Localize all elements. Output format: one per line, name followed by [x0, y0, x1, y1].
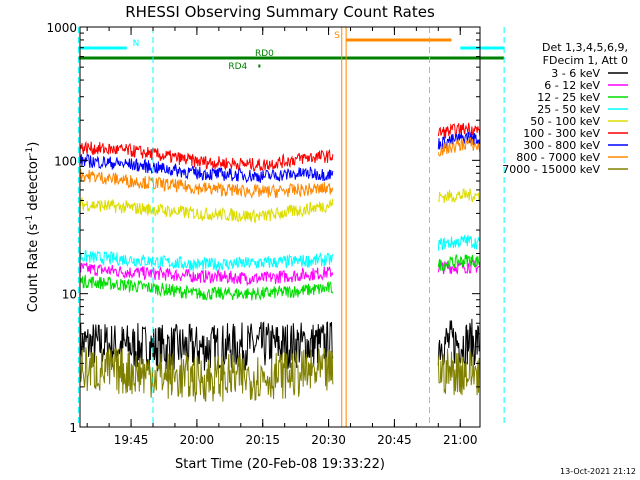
- x-tick-label-3: 20:30: [311, 433, 346, 447]
- x-tick-label-2: 20:15: [245, 433, 280, 447]
- series-line-7-1: [437, 137, 481, 157]
- series-line-8-1: [437, 348, 481, 396]
- series-line-6-0: [79, 153, 334, 184]
- x-tick-label-1: 20:00: [180, 433, 215, 447]
- y-tick-label-1: 10: [62, 288, 77, 302]
- legend-label-7: 800 - 7000 keV: [516, 151, 600, 164]
- x-tick-label-5: 21:00: [443, 433, 478, 447]
- legend-header-0: Det 1,3,4,5,6,9,: [542, 41, 628, 54]
- series-line-5-0: [79, 141, 334, 172]
- series-line-8-0: [79, 347, 334, 402]
- flag-label-1: S: [334, 31, 340, 41]
- flag-label-3: RD4: [228, 62, 247, 72]
- legend-label-3: 25 - 50 keV: [537, 103, 600, 116]
- series-line-7-0: [79, 168, 334, 200]
- series-line-1-0: [79, 262, 334, 287]
- legend-label-6: 300 - 800 keV: [523, 139, 600, 152]
- series-line-6-1: [437, 131, 481, 150]
- y-axis-ticks: 1 10 100 1000: [46, 21, 480, 435]
- legend: Det 1,3,4,5,6,9,FDecim 1, Att 03 - 6 keV…: [502, 41, 628, 176]
- series-line-0-1: [437, 318, 481, 367]
- series-line-2-0: [79, 274, 334, 301]
- series-line-3-0: [79, 249, 334, 272]
- time-markers: [77, 27, 505, 427]
- plot-frame: [79, 26, 481, 428]
- timestamp: 13-Oct-2021 21:12: [560, 467, 636, 476]
- flag-label-0: N: [133, 39, 140, 49]
- series-line-2-1: [437, 254, 481, 271]
- y-tick-label-3: 1000: [46, 21, 77, 35]
- y-axis-label: Count Rate (s-1 detector-1): [25, 142, 41, 313]
- series-line-4-0: [79, 196, 334, 224]
- series-line-4-1: [437, 188, 481, 203]
- legend-label-2: 12 - 25 keV: [537, 91, 600, 104]
- legend-label-5: 100 - 300 keV: [523, 127, 600, 140]
- observing-flags: N S RD0 RD4: [78, 31, 505, 72]
- x-tick-label-0: 19:45: [114, 433, 149, 447]
- legend-label-0: 3 - 6 keV: [551, 67, 600, 80]
- legend-label-8: 7000 - 15000 keV: [502, 163, 600, 176]
- y-tick-label-2: 100: [54, 154, 77, 168]
- series-line-3-1: [437, 234, 481, 251]
- legend-label-4: 50 - 100 keV: [530, 115, 600, 128]
- y-tick-label-0: 1: [69, 421, 77, 435]
- flag-label-2: RD0: [255, 49, 274, 59]
- legend-header-1: FDecim 1, Att 0: [543, 54, 628, 67]
- chart-title: RHESSI Observing Summary Count Rates: [125, 3, 435, 21]
- legend-label-1: 6 - 12 keV: [544, 79, 600, 92]
- series-line-0-0: [79, 321, 334, 372]
- x-axis-label: Start Time (20-Feb-08 19:33:22): [175, 457, 385, 472]
- x-axis-ticks: 19:45 20:00 20:15 20:30 20:45 21:00: [86, 27, 478, 447]
- series-traces: [79, 122, 481, 402]
- x-tick-label-4: 20:45: [377, 433, 412, 447]
